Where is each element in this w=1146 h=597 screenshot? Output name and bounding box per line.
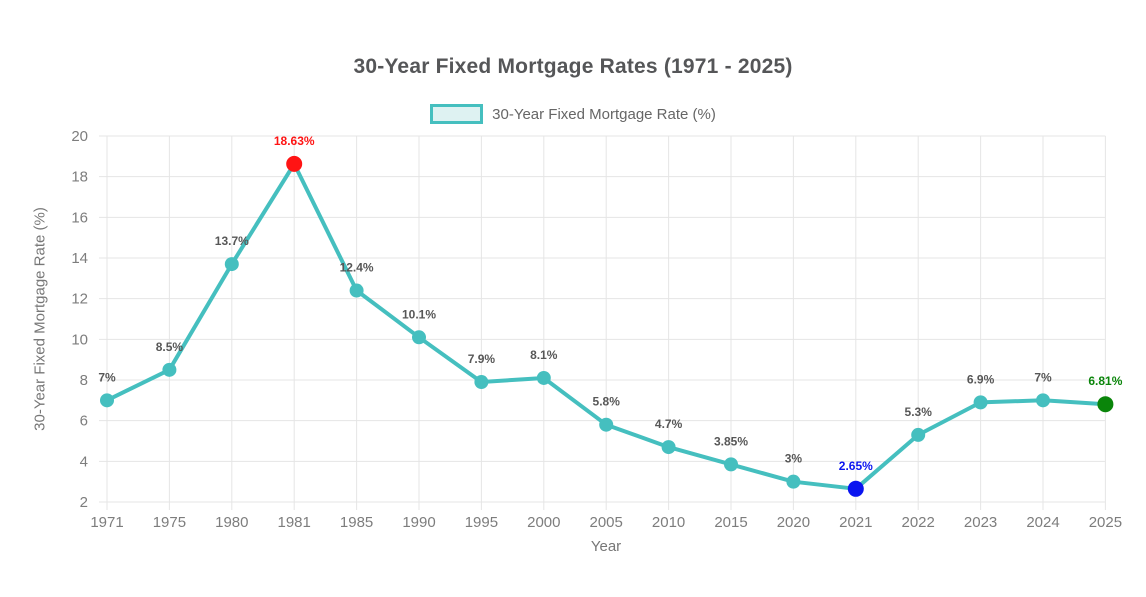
data-point-label-2025: 6.81% — [1088, 374, 1122, 388]
data-point-2021[interactable] — [847, 480, 864, 497]
data-point-1971[interactable] — [100, 393, 114, 408]
data-point-1995[interactable] — [474, 375, 489, 390]
x-tick-label: 1971 — [90, 514, 123, 531]
y-tick-label: 18 — [71, 169, 88, 186]
x-tick-label: 2023 — [964, 514, 997, 531]
x-tick-label: 1980 — [215, 514, 248, 531]
x-tick-label: 2020 — [777, 514, 810, 531]
data-point-label-2021: 2.65% — [839, 459, 873, 473]
x-tick-label: 1990 — [402, 514, 435, 531]
data-point-2020[interactable] — [786, 474, 801, 489]
chart-title: 30-Year Fixed Mortgage Rates (1971 - 202… — [353, 55, 793, 78]
y-tick-label: 16 — [71, 209, 88, 226]
data-point-label-2015: 3.85% — [714, 434, 748, 448]
legend-label: 30-Year Fixed Mortgage Rate (%) — [492, 105, 716, 123]
data-point-1980[interactable] — [224, 257, 239, 272]
x-tick-label: 1981 — [278, 514, 311, 531]
data-point-label-1975: 8.5% — [156, 340, 184, 354]
y-axis-title: 30-Year Fixed Mortgage Rate (%) — [31, 207, 49, 431]
x-tick-label: 2025 — [1089, 514, 1122, 531]
data-point-label-2024: 7% — [1034, 370, 1052, 384]
y-tick-label: 20 — [71, 128, 88, 145]
data-point-2000[interactable] — [536, 370, 551, 385]
data-point-label-2020: 3% — [785, 452, 803, 466]
data-point-2015[interactable] — [724, 457, 738, 472]
data-point-2025[interactable] — [1097, 396, 1114, 413]
x-tick-label: 2000 — [527, 514, 560, 531]
data-point-label-2010: 4.7% — [655, 417, 683, 431]
data-point-label-1981: 18.63% — [274, 134, 315, 148]
data-point-1975[interactable] — [162, 362, 177, 377]
data-point-label-1990: 10.1% — [402, 307, 436, 321]
data-point-2023[interactable] — [973, 395, 988, 410]
data-point-label-2005: 5.8% — [593, 395, 621, 409]
y-tick-label: 2 — [80, 494, 88, 511]
data-point-2010[interactable] — [661, 440, 676, 455]
y-tick-label: 6 — [80, 413, 88, 430]
y-tick-label: 14 — [71, 250, 88, 267]
x-axis-title: Year — [590, 538, 622, 555]
x-tick-label: 1975 — [153, 514, 186, 531]
y-tick-label: 4 — [80, 453, 88, 470]
x-tick-label: 2024 — [1026, 514, 1059, 531]
x-tick-label: 1985 — [340, 514, 373, 531]
data-point-label-2022: 5.3% — [905, 405, 933, 419]
data-point-label-1985: 12.4% — [340, 261, 374, 275]
data-point-1990[interactable] — [412, 330, 426, 345]
x-tick-label: 2015 — [714, 514, 747, 531]
data-point-label-2000: 8.1% — [530, 348, 558, 362]
data-point-1985[interactable] — [349, 283, 364, 298]
x-tick-label: 2005 — [590, 514, 623, 531]
x-tick-label: 2010 — [652, 514, 685, 531]
legend-item[interactable]: 30-Year Fixed Mortgage Rate (%) — [0, 104, 1146, 124]
data-point-label-1971: 7% — [98, 370, 116, 384]
y-tick-label: 8 — [80, 372, 88, 389]
y-tick-label: 10 — [71, 331, 88, 348]
data-point-2024[interactable] — [1036, 393, 1050, 408]
data-point-label-2023: 6.9% — [967, 372, 995, 386]
data-point-1981[interactable] — [286, 155, 303, 172]
data-point-label-1995: 7.9% — [468, 352, 496, 366]
x-tick-label: 2021 — [839, 514, 872, 531]
x-tick-label: 1995 — [465, 514, 498, 531]
legend-swatch — [430, 104, 484, 124]
data-point-2022[interactable] — [911, 427, 926, 442]
y-tick-label: 12 — [71, 291, 88, 308]
data-point-2005[interactable] — [599, 417, 614, 432]
x-tick-label: 2022 — [902, 514, 935, 531]
data-point-label-1980: 13.7% — [215, 234, 249, 248]
